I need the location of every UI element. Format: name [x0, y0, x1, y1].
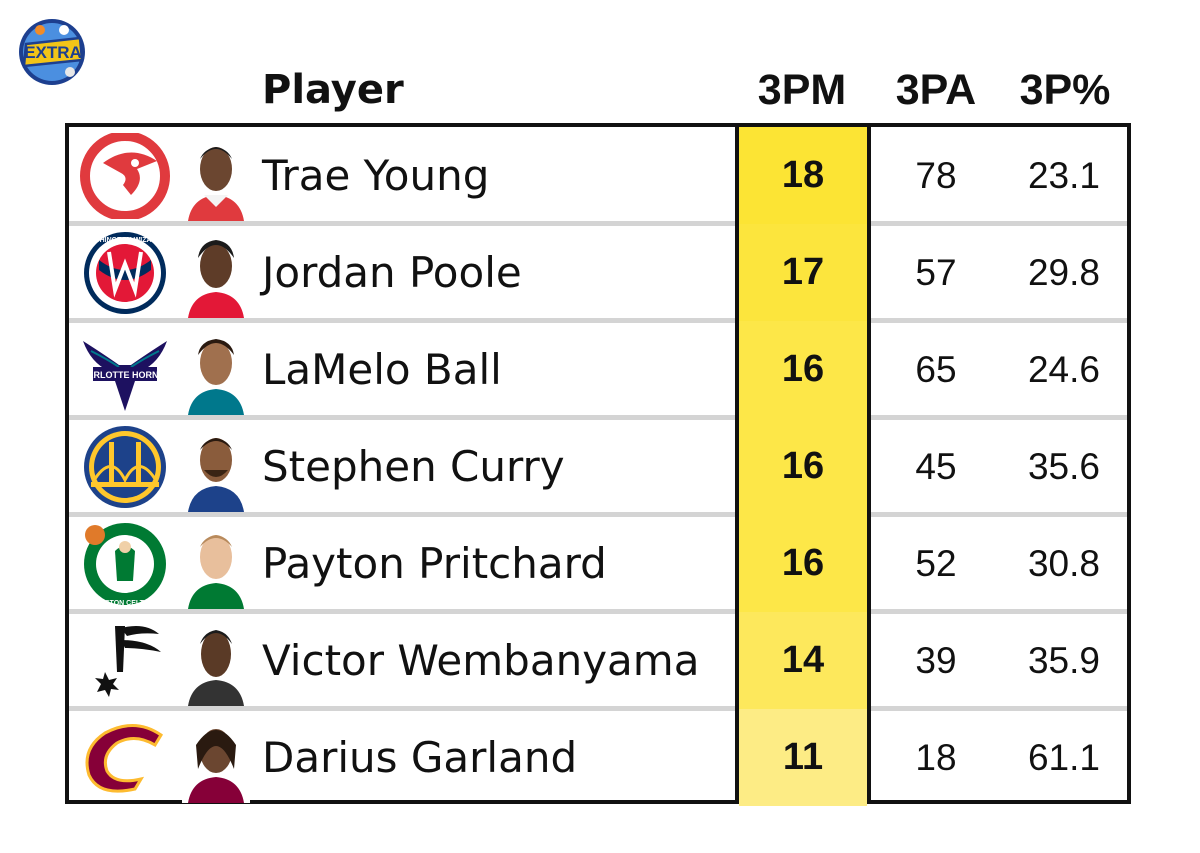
3pm-column: 18 17 16 16 16 14 11 — [735, 127, 871, 806]
3p-percent-value: 61.1 — [1027, 737, 1100, 778]
3pa-value: 65 — [915, 349, 957, 390]
player-name: Trae Young — [262, 151, 490, 200]
row-divider — [69, 318, 1127, 323]
header-player: Player — [262, 67, 404, 113]
row-divider — [69, 221, 1127, 226]
3pa-value: 45 — [915, 446, 957, 487]
player-headshot — [182, 519, 250, 609]
3pm-value: 16 — [739, 515, 867, 612]
cleveland-cavaliers-logo-icon — [85, 724, 164, 793]
washington-wizards-logo-icon: WASHINGTON WIZARDS — [84, 232, 167, 314]
player-name: Stephen Curry — [262, 442, 565, 491]
player-name: Payton Pritchard — [262, 539, 607, 588]
3pa-value: 18 — [915, 737, 957, 778]
table-row: WASHINGTON WIZARDS Jordan Poole 57 29.8 — [69, 224, 1127, 321]
3p-percent-value: 24.6 — [1027, 349, 1100, 390]
3pm-value: 17 — [739, 224, 867, 321]
header-3p-percent: 3P% — [1019, 66, 1111, 114]
3p-percent-value: 23.1 — [1027, 155, 1100, 196]
golden-state-warriors-logo-icon — [84, 426, 166, 508]
wizards-logo-text: WASHINGTON WIZARDS — [84, 237, 167, 244]
player-headshot — [182, 228, 250, 318]
3pm-value: 16 — [739, 321, 867, 418]
header-3pm: 3PM — [757, 66, 847, 114]
player-name: Jordan Poole — [262, 248, 522, 297]
extra-logo-text: EXTRA — [24, 43, 82, 62]
3p-percent-value: 35.6 — [1027, 446, 1100, 487]
atlanta-hawks-logo-icon — [80, 133, 170, 219]
3p-percent-value: 29.8 — [1027, 252, 1100, 293]
san-antonio-spurs-logo-icon — [95, 626, 161, 697]
row-divider — [69, 609, 1127, 614]
boston-celtics-logo-icon: BOSTON CELTICS — [84, 523, 166, 607]
table-row: Darius Garland 18 61.1 — [69, 709, 1127, 806]
charlotte-hornets-logo-icon: CHARLOTTE HORNETS — [75, 341, 175, 411]
table-row: Stephen Curry 45 35.6 — [69, 418, 1127, 515]
player-headshot — [182, 131, 250, 221]
stats-table: Trae Young 78 23.1 WASHINGTON WIZARDS Jo… — [65, 123, 1131, 806]
3pa-value: 57 — [915, 252, 957, 293]
hornets-logo-text: CHARLOTTE HORNETS — [75, 370, 175, 380]
player-name: Darius Garland — [262, 733, 578, 782]
3pa-value: 52 — [915, 543, 957, 584]
3p-percent-value: 35.9 — [1027, 640, 1100, 681]
celtics-logo-text: BOSTON CELTICS — [94, 600, 156, 607]
table-row: Trae Young 78 23.1 — [69, 127, 1127, 224]
3p-percent-value: 30.8 — [1027, 543, 1100, 584]
3pm-value: 18 — [739, 127, 867, 224]
table-row: BOSTON CELTICS Payton Pritchard 52 30.8 — [69, 515, 1127, 612]
table-row: CHARLOTTE HORNETS LaMelo Ball 65 24.6 — [69, 321, 1127, 418]
player-headshot — [182, 422, 250, 512]
player-name: LaMelo Ball — [262, 345, 502, 394]
3pm-value: 11 — [739, 709, 867, 806]
player-name: Victor Wembanyama — [262, 636, 700, 685]
player-headshot — [182, 713, 250, 803]
player-headshot — [182, 325, 250, 415]
3pa-value: 78 — [915, 155, 957, 196]
row-divider — [69, 706, 1127, 711]
header-3pa: 3PA — [895, 66, 977, 114]
table-row: Victor Wembanyama 39 35.9 — [69, 612, 1127, 709]
row-divider — [69, 512, 1127, 517]
3pm-value: 14 — [739, 612, 867, 709]
extra-brand-logo: EXTRA — [19, 19, 85, 85]
player-headshot — [182, 616, 250, 706]
3pa-value: 39 — [915, 640, 957, 681]
3pm-value: 16 — [739, 418, 867, 515]
row-divider — [69, 415, 1127, 420]
